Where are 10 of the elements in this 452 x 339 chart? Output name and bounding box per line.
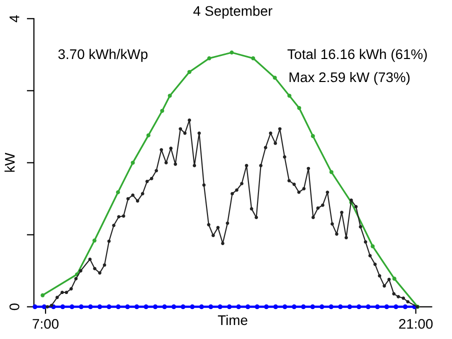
annotation: Total 16.16 kWh (61%) xyxy=(288,48,427,62)
x-tick-label: 21:00 xyxy=(399,318,433,329)
y-axis-title: kW xyxy=(4,152,15,172)
y-tick-label: 0 xyxy=(10,303,20,310)
chart-title: 4 September xyxy=(193,6,272,19)
x-tick-label: 7:00 xyxy=(32,318,59,329)
x-axis-title: Time xyxy=(218,314,248,326)
annotation: 3.70 kWh/kWp xyxy=(58,48,148,62)
annotation: Max 2.59 kW (73%) xyxy=(290,72,410,85)
y-tick-label: 4 xyxy=(10,15,20,22)
